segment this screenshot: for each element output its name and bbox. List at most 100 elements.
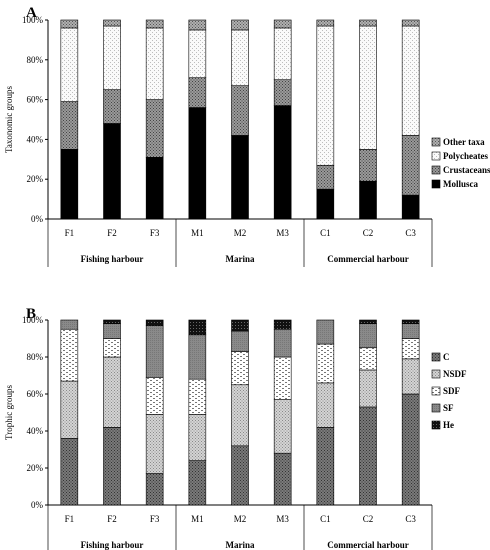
legend-label-polycheates: Polycheates xyxy=(443,151,488,161)
y-tick-label: 0% xyxy=(31,214,44,224)
bar-segment-c-f3 xyxy=(145,473,164,506)
bar-segment-sdf-c2 xyxy=(359,347,377,371)
x-tick-label: F2 xyxy=(107,228,117,238)
x-tick-label: M3 xyxy=(276,514,289,524)
x-tick-label: M3 xyxy=(276,228,289,238)
bar-segment-sf-f1 xyxy=(60,319,79,330)
bar-segment-crustaceans-c1 xyxy=(316,164,335,190)
bar-segment-other-taxa-m2 xyxy=(231,19,249,31)
bar-segment-crustaceans-f2 xyxy=(103,89,121,124)
x-tick-label: F2 xyxy=(107,514,117,524)
bar-segment-sf-m1 xyxy=(188,334,207,380)
bar-segment-sdf-m2 xyxy=(231,351,249,386)
legend-swatch-polycheates xyxy=(431,151,441,161)
x-tick-label: F3 xyxy=(150,228,160,238)
bar-segment-sf-c2 xyxy=(359,323,377,349)
bar-segment-sf-c3 xyxy=(401,323,420,339)
legend-swatch-mollusca xyxy=(431,179,441,189)
bar-segment-mollusca-f2 xyxy=(103,123,121,220)
bar-segment-mollusca-m1 xyxy=(188,107,207,220)
group-label-commercial-harbour: Commercial harbour xyxy=(327,254,409,264)
bar-segment-nsdf-c2 xyxy=(359,369,377,408)
bar-segment-other-taxa-c1 xyxy=(316,19,335,27)
bar-segment-other-taxa-f1 xyxy=(60,19,79,29)
bar-segment-sdf-m1 xyxy=(188,378,207,415)
panel-label: B xyxy=(26,306,36,322)
y-tick-label: 40% xyxy=(27,426,44,436)
bar-segment-mollusca-c2 xyxy=(359,180,377,220)
legend-label-other-taxa: Other taxa xyxy=(443,137,485,147)
bar-segment-mollusca-f3 xyxy=(145,157,164,220)
bar-segment-c-f2 xyxy=(103,426,121,506)
y-tick-label: 80% xyxy=(27,55,44,65)
bar-segment-polycheates-m2 xyxy=(231,29,249,86)
bar-segment-sf-f2 xyxy=(103,323,121,339)
bar-segment-polycheates-c2 xyxy=(359,25,377,150)
x-tick-label: C1 xyxy=(320,228,331,238)
bar-segment-other-taxa-c2 xyxy=(359,19,377,27)
x-tick-label: C3 xyxy=(405,228,416,238)
bar-segment-polycheates-f1 xyxy=(60,27,79,102)
bar-segment-crustaceans-m3 xyxy=(273,79,292,106)
legend-label-nsdf: NSDF xyxy=(443,369,467,379)
y-tick-label: 20% xyxy=(27,463,44,473)
bar-segment-mollusca-c3 xyxy=(401,194,420,220)
x-tick-label: F3 xyxy=(150,514,160,524)
group-label-commercial-harbour: Commercial harbour xyxy=(327,540,409,550)
bar-segment-c-m1 xyxy=(188,460,207,506)
bar-segment-nsdf-m2 xyxy=(231,384,249,447)
bar-segment-crustaceans-c2 xyxy=(359,149,377,182)
bar-segment-he-f3 xyxy=(145,319,164,326)
bar-segment-nsdf-m3 xyxy=(273,399,292,454)
x-tick-label: M1 xyxy=(191,228,204,238)
legend-swatch-sdf xyxy=(431,386,441,396)
x-tick-label: C2 xyxy=(363,514,374,524)
bar-segment-crustaceans-f3 xyxy=(145,99,164,158)
group-label-fishing-harbour: Fishing harbour xyxy=(81,540,144,550)
y-tick-label: 80% xyxy=(27,352,44,362)
legend-label-he: He xyxy=(443,420,454,430)
bar-segment-sdf-f3 xyxy=(145,377,164,415)
bar-segment-other-taxa-m3 xyxy=(273,19,292,29)
bar-segment-polycheates-f2 xyxy=(103,25,121,90)
group-label-fishing-harbour: Fishing harbour xyxy=(81,254,144,264)
bar-segment-other-taxa-f3 xyxy=(145,19,164,29)
y-tick-label: 100% xyxy=(22,15,44,25)
bar-segment-other-taxa-c3 xyxy=(401,19,420,27)
legend-swatch-nsdf xyxy=(431,369,441,379)
x-tick-label: C1 xyxy=(320,514,331,524)
bar-segment-he-f2 xyxy=(103,319,121,325)
bar-segment-c-m2 xyxy=(231,445,249,506)
bar-segment-other-taxa-m1 xyxy=(188,19,207,31)
bar-segment-sf-m3 xyxy=(273,328,292,358)
bar-segment-he-c3 xyxy=(401,319,420,325)
y-tick-label: 40% xyxy=(27,134,44,144)
bar-segment-sdf-c1 xyxy=(316,343,335,384)
bar-segment-crustaceans-m1 xyxy=(188,77,207,108)
bar-segment-nsdf-f1 xyxy=(60,380,79,439)
bar-segment-he-m2 xyxy=(231,319,249,332)
legend-swatch-crustaceans xyxy=(431,165,441,175)
x-tick-label: M1 xyxy=(191,514,204,524)
legend-label-sdf: SDF xyxy=(443,386,461,396)
y-tick-label: 60% xyxy=(27,95,44,105)
legend-swatch-c xyxy=(431,352,441,362)
bar-segment-sdf-f1 xyxy=(60,328,79,382)
bar-segment-nsdf-f3 xyxy=(145,414,164,474)
x-tick-label: M2 xyxy=(234,228,247,238)
legend-label-sf: SF xyxy=(443,403,454,413)
bar-segment-he-m1 xyxy=(188,319,207,336)
y-tick-label: 20% xyxy=(27,174,44,184)
bar-segment-c-f1 xyxy=(60,438,79,506)
legend-label-c: C xyxy=(443,352,450,362)
bar-segment-polycheates-c1 xyxy=(316,25,335,166)
group-label-marina: Marina xyxy=(226,540,255,550)
x-tick-label: C3 xyxy=(405,514,416,524)
bar-segment-nsdf-c1 xyxy=(316,382,335,428)
bar-segment-sf-m2 xyxy=(231,330,249,352)
bar-segment-c-c2 xyxy=(359,406,377,506)
bar-segment-sdf-f2 xyxy=(103,338,121,358)
legend-label-mollusca: Mollusca xyxy=(443,179,478,189)
bar-segment-sdf-m3 xyxy=(273,356,292,400)
